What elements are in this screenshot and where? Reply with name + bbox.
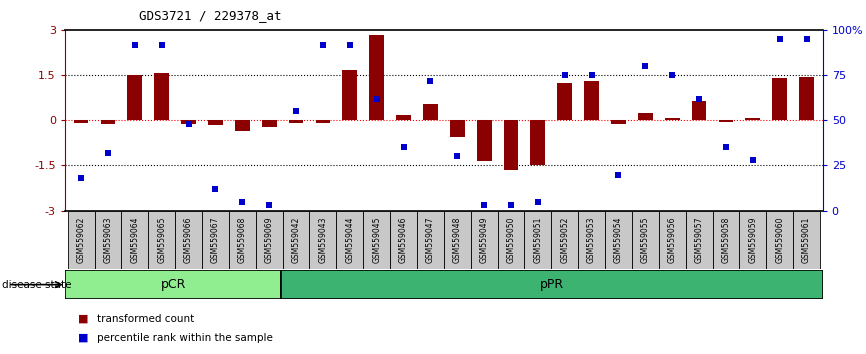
Text: GSM559066: GSM559066: [184, 217, 193, 263]
Bar: [121, 211, 148, 269]
Bar: [471, 211, 498, 269]
Bar: [686, 211, 713, 269]
Text: pCR: pCR: [160, 278, 186, 291]
Text: disease state: disease state: [2, 280, 71, 290]
Bar: [65, 270, 281, 299]
Text: GSM559063: GSM559063: [103, 217, 113, 263]
Text: transformed count: transformed count: [97, 314, 194, 324]
Bar: [281, 270, 823, 299]
Text: GSM559064: GSM559064: [130, 217, 139, 263]
Text: GSM559054: GSM559054: [614, 217, 623, 263]
Bar: [504, 120, 519, 170]
Bar: [449, 120, 465, 137]
Bar: [390, 211, 417, 269]
Bar: [74, 120, 88, 123]
Text: GSM559043: GSM559043: [319, 217, 327, 263]
Text: ■: ■: [78, 333, 88, 343]
Bar: [154, 73, 169, 120]
Bar: [713, 211, 740, 269]
Bar: [369, 35, 384, 120]
Text: GSM559048: GSM559048: [453, 217, 462, 263]
Bar: [692, 101, 707, 120]
Bar: [235, 120, 249, 131]
Text: GSM559045: GSM559045: [372, 217, 381, 263]
Bar: [127, 75, 142, 120]
Bar: [659, 211, 686, 269]
Bar: [208, 120, 223, 125]
Bar: [746, 118, 760, 120]
Text: GSM559069: GSM559069: [265, 217, 274, 263]
Bar: [309, 211, 336, 269]
Text: GSM559056: GSM559056: [668, 217, 676, 263]
Text: percentile rank within the sample: percentile rank within the sample: [97, 333, 273, 343]
Bar: [740, 211, 766, 269]
Text: GSM559059: GSM559059: [748, 217, 758, 263]
Text: GSM559047: GSM559047: [426, 217, 435, 263]
Bar: [255, 211, 282, 269]
Text: GSM559067: GSM559067: [211, 217, 220, 263]
Text: GSM559062: GSM559062: [76, 217, 86, 263]
Bar: [175, 211, 202, 269]
Bar: [181, 120, 196, 124]
Text: GSM559046: GSM559046: [399, 217, 408, 263]
Bar: [719, 120, 734, 122]
Text: GSM559044: GSM559044: [346, 217, 354, 263]
Text: GSM559060: GSM559060: [775, 217, 785, 263]
Bar: [423, 104, 438, 120]
Bar: [282, 211, 309, 269]
Bar: [477, 120, 492, 161]
Bar: [638, 113, 653, 120]
Text: GSM559051: GSM559051: [533, 217, 542, 263]
Bar: [799, 77, 814, 120]
Text: GSM559065: GSM559065: [158, 217, 166, 263]
Text: pPR: pPR: [540, 278, 564, 291]
Bar: [665, 118, 680, 120]
Bar: [525, 211, 552, 269]
Bar: [793, 211, 820, 269]
Bar: [417, 211, 443, 269]
Text: GSM559053: GSM559053: [587, 217, 596, 263]
Text: GSM559055: GSM559055: [641, 217, 650, 263]
Bar: [443, 211, 471, 269]
Text: GSM559042: GSM559042: [292, 217, 301, 263]
Bar: [148, 211, 175, 269]
Bar: [766, 211, 793, 269]
Text: ■: ■: [78, 314, 88, 324]
Bar: [585, 81, 599, 120]
Bar: [578, 211, 605, 269]
Bar: [336, 211, 363, 269]
Bar: [396, 115, 410, 120]
Bar: [498, 211, 525, 269]
Bar: [772, 78, 787, 120]
Text: GDS3721 / 229378_at: GDS3721 / 229378_at: [139, 9, 281, 22]
Bar: [315, 120, 330, 123]
Bar: [558, 83, 572, 120]
Bar: [342, 70, 357, 120]
Bar: [611, 120, 626, 124]
Bar: [100, 120, 115, 124]
Text: GSM559058: GSM559058: [721, 217, 730, 263]
Bar: [94, 211, 121, 269]
Bar: [68, 211, 94, 269]
Bar: [262, 120, 276, 127]
Text: GSM559068: GSM559068: [238, 217, 247, 263]
Text: GSM559050: GSM559050: [507, 217, 515, 263]
Bar: [605, 211, 632, 269]
Bar: [229, 211, 255, 269]
Bar: [552, 211, 578, 269]
Bar: [202, 211, 229, 269]
Text: GSM559049: GSM559049: [480, 217, 488, 263]
Text: GSM559061: GSM559061: [802, 217, 811, 263]
Bar: [531, 120, 546, 166]
Text: GSM559057: GSM559057: [695, 217, 703, 263]
Bar: [363, 211, 390, 269]
Text: GSM559052: GSM559052: [560, 217, 569, 263]
Bar: [632, 211, 659, 269]
Bar: [288, 120, 303, 123]
